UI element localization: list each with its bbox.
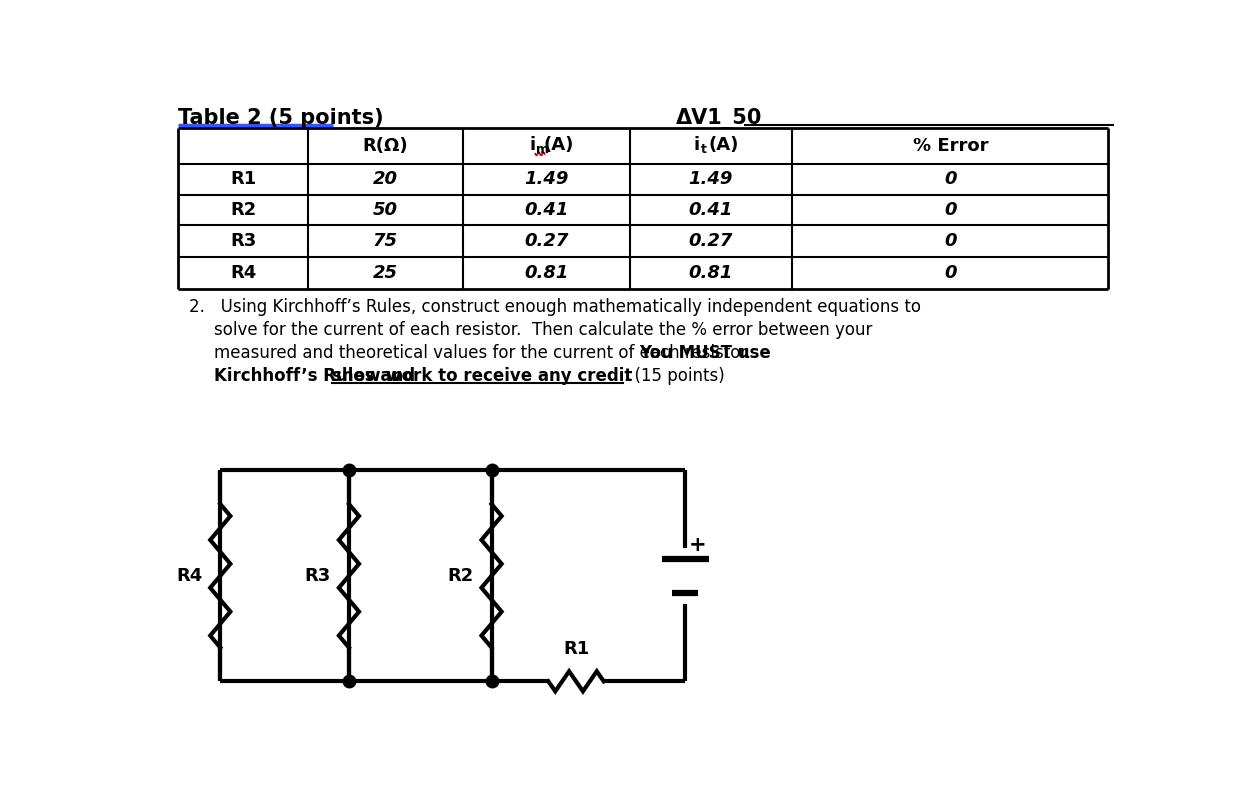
Text: 75: 75: [372, 232, 398, 251]
Text: Kirchhoff’s Rules and: Kirchhoff’s Rules and: [214, 367, 421, 385]
Text: R4: R4: [176, 567, 202, 585]
Text: R1: R1: [229, 170, 256, 188]
Text: 0.41: 0.41: [688, 201, 734, 219]
Text: 0.41: 0.41: [524, 201, 568, 219]
Text: t: t: [701, 143, 707, 156]
Text: R(Ω): R(Ω): [362, 137, 409, 155]
Text: ΔV1_50: ΔV1_50: [676, 109, 762, 129]
Text: (A): (A): [709, 136, 739, 154]
Text: 0.27: 0.27: [688, 232, 734, 251]
Text: 1.49: 1.49: [524, 170, 568, 188]
Text: 0: 0: [944, 201, 957, 219]
Text: 2.   Using Kirchhoff’s Rules, construct enough mathematically independent equati: 2. Using Kirchhoff’s Rules, construct en…: [189, 298, 922, 316]
Text: 0: 0: [944, 264, 957, 282]
Text: R3: R3: [229, 232, 256, 251]
Text: % Error: % Error: [913, 137, 988, 155]
Text: m: m: [537, 143, 549, 156]
Text: 20: 20: [372, 170, 398, 188]
Text: i: i: [529, 136, 535, 154]
Text: Table 2 (5 points): Table 2 (5 points): [178, 109, 384, 128]
Text: . (15 points): . (15 points): [624, 367, 725, 385]
Text: 0.27: 0.27: [524, 232, 568, 251]
Text: You MUST use: You MUST use: [638, 344, 770, 362]
Text: 1.49: 1.49: [688, 170, 734, 188]
Text: 25: 25: [372, 264, 398, 282]
Text: show work to receive any credit: show work to receive any credit: [332, 367, 632, 385]
Text: 0: 0: [944, 170, 957, 188]
Text: +: +: [688, 535, 706, 555]
Text: R2: R2: [448, 567, 474, 585]
Text: R3: R3: [305, 567, 331, 585]
Text: measured and theoretical values for the current of each resistor.: measured and theoretical values for the …: [214, 344, 756, 362]
Text: 0.81: 0.81: [524, 264, 568, 282]
Text: 0: 0: [944, 232, 957, 251]
Text: i: i: [693, 136, 700, 154]
Text: R1: R1: [563, 640, 589, 658]
Text: R4: R4: [229, 264, 256, 282]
Text: solve for the current of each resistor.  Then calculate the % error between your: solve for the current of each resistor. …: [214, 321, 873, 339]
Text: 50: 50: [372, 201, 398, 219]
Text: 0.81: 0.81: [688, 264, 734, 282]
Text: (A): (A): [544, 136, 574, 154]
Text: R2: R2: [229, 201, 256, 219]
